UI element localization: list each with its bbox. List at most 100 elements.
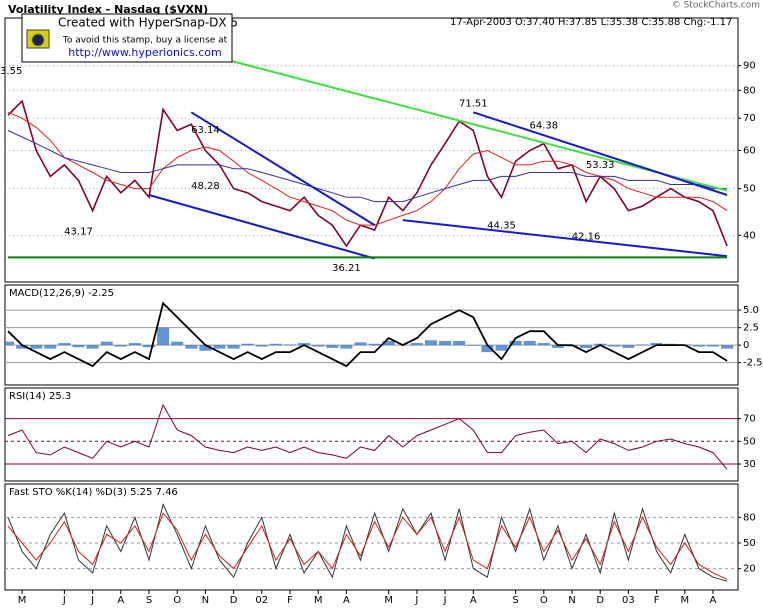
x-tick-label: M <box>680 595 689 606</box>
x-tick-label: M <box>314 595 323 606</box>
y-tick-label: 40 <box>743 230 756 241</box>
histogram-bar <box>410 343 423 346</box>
histogram-bar <box>30 345 43 349</box>
histogram-bar <box>692 345 705 347</box>
y-tick-label: 80 <box>743 512 756 523</box>
histogram-bar <box>467 345 480 346</box>
histogram-bar <box>157 327 170 346</box>
plot-area <box>5 301 734 368</box>
plot-area <box>7 503 728 582</box>
x-tick-label: D <box>230 595 238 606</box>
y-tick-label: 2.5 <box>743 323 759 334</box>
histogram-bar <box>312 345 325 347</box>
x-tick-label: 03 <box>622 595 635 606</box>
watermark-text: http://www.hyperionics.com <box>68 46 222 59</box>
histogram-bar <box>5 341 14 346</box>
y-tick-label: 60 <box>743 145 756 156</box>
histogram-bar <box>72 345 85 348</box>
x-tick-label: J <box>62 595 66 606</box>
price-annotation: 48.28 <box>191 181 220 192</box>
histogram-bar <box>509 340 522 346</box>
watermark: Created with HyperSnap-DX 5 To avoid this… <box>21 13 238 63</box>
histogram-bar <box>721 345 734 349</box>
x-tick-label: A <box>710 595 717 606</box>
histogram-bar <box>551 345 564 348</box>
x-tick-label: J <box>443 595 447 606</box>
histogram-bar <box>622 345 635 348</box>
histogram-bar <box>185 345 198 349</box>
watermark-text: To avoid this stamp, buy a license at <box>62 36 228 46</box>
series-line <box>7 512 728 580</box>
histogram-bar <box>354 342 367 346</box>
histogram-bar <box>255 345 268 347</box>
histogram-bar <box>326 345 339 348</box>
y-tick-label: 0 <box>743 340 749 351</box>
x-tick-label: A <box>117 595 124 606</box>
x-tick-label: M <box>18 595 27 606</box>
y-tick-label: 50 <box>743 184 756 195</box>
histogram-bar <box>241 343 254 346</box>
series-line <box>7 403 728 470</box>
x-tick-label: A <box>343 595 350 606</box>
price-annotation: 71.51 <box>459 99 488 110</box>
panel-frame <box>4 284 739 386</box>
price-annotation: 44.35 <box>487 221 516 232</box>
histogram-bar <box>199 345 212 351</box>
histogram-bar <box>213 345 226 349</box>
y-tick-label: 50 <box>743 538 756 549</box>
histogram-bar <box>382 340 395 346</box>
histogram-bar <box>368 343 381 346</box>
histogram-bar <box>425 340 437 346</box>
histogram-bar <box>227 345 240 349</box>
trendline <box>148 38 728 192</box>
histogram-bar <box>284 344 296 346</box>
histogram-bar <box>58 343 71 346</box>
x-tick-label: 02 <box>255 595 268 606</box>
y-tick-label: 90 <box>743 61 756 72</box>
watermark-lens <box>31 33 45 47</box>
histogram-bar <box>340 345 353 349</box>
series-line <box>7 301 728 368</box>
y-tick-label: 30 <box>743 459 756 470</box>
panel-title: MACD(12,26,9) -2.25 <box>9 288 114 299</box>
plot-area <box>7 403 728 470</box>
price-annotation: 64.38 <box>529 121 558 132</box>
x-tick-label: N <box>568 595 575 606</box>
histogram-bar <box>100 341 113 346</box>
price-annotation: 63.14 <box>191 125 220 136</box>
plot-area <box>7 38 728 260</box>
histogram-bar <box>86 345 99 349</box>
y-tick-label: 70 <box>743 113 756 124</box>
y-tick-label: 70 <box>743 414 756 425</box>
price-annotation: 43.17 <box>64 226 93 237</box>
x-tick-label: N <box>202 595 209 606</box>
histogram-bar <box>495 345 508 351</box>
histogram-bar <box>44 345 57 349</box>
x-tick-label: J <box>414 595 418 606</box>
histogram-bar <box>481 345 494 353</box>
trendline <box>472 111 728 196</box>
panel-title: RSI(14) 25.3 <box>9 391 71 402</box>
price-annotation: 42.16 <box>572 231 601 242</box>
price-annotation: 83.55 <box>0 66 22 77</box>
x-tick-label: O <box>540 595 548 606</box>
y-tick-label: 50 <box>743 436 756 447</box>
trendline <box>190 111 376 226</box>
histogram-bar <box>269 343 282 346</box>
price-annotation: 53.33 <box>586 160 615 171</box>
credit: © StockCharts.com <box>672 1 760 11</box>
y-tick-label: -2.5 <box>743 358 763 369</box>
histogram-bar <box>580 345 593 348</box>
trendline <box>402 219 728 258</box>
histogram-bar <box>636 344 649 346</box>
panel-title: Fast STO %K(14) %D(3) 5.25 7.46 <box>9 487 178 498</box>
watermark-box <box>21 13 233 63</box>
y-tick-label: 20 <box>743 564 756 575</box>
series-line <box>7 111 728 226</box>
y-tick-label: 5.0 <box>743 305 759 316</box>
panel-frame <box>4 387 739 482</box>
histogram-bar <box>537 343 550 346</box>
histogram-bar <box>171 341 184 346</box>
x-tick-label: S <box>146 595 152 606</box>
histogram-bar <box>608 345 621 347</box>
